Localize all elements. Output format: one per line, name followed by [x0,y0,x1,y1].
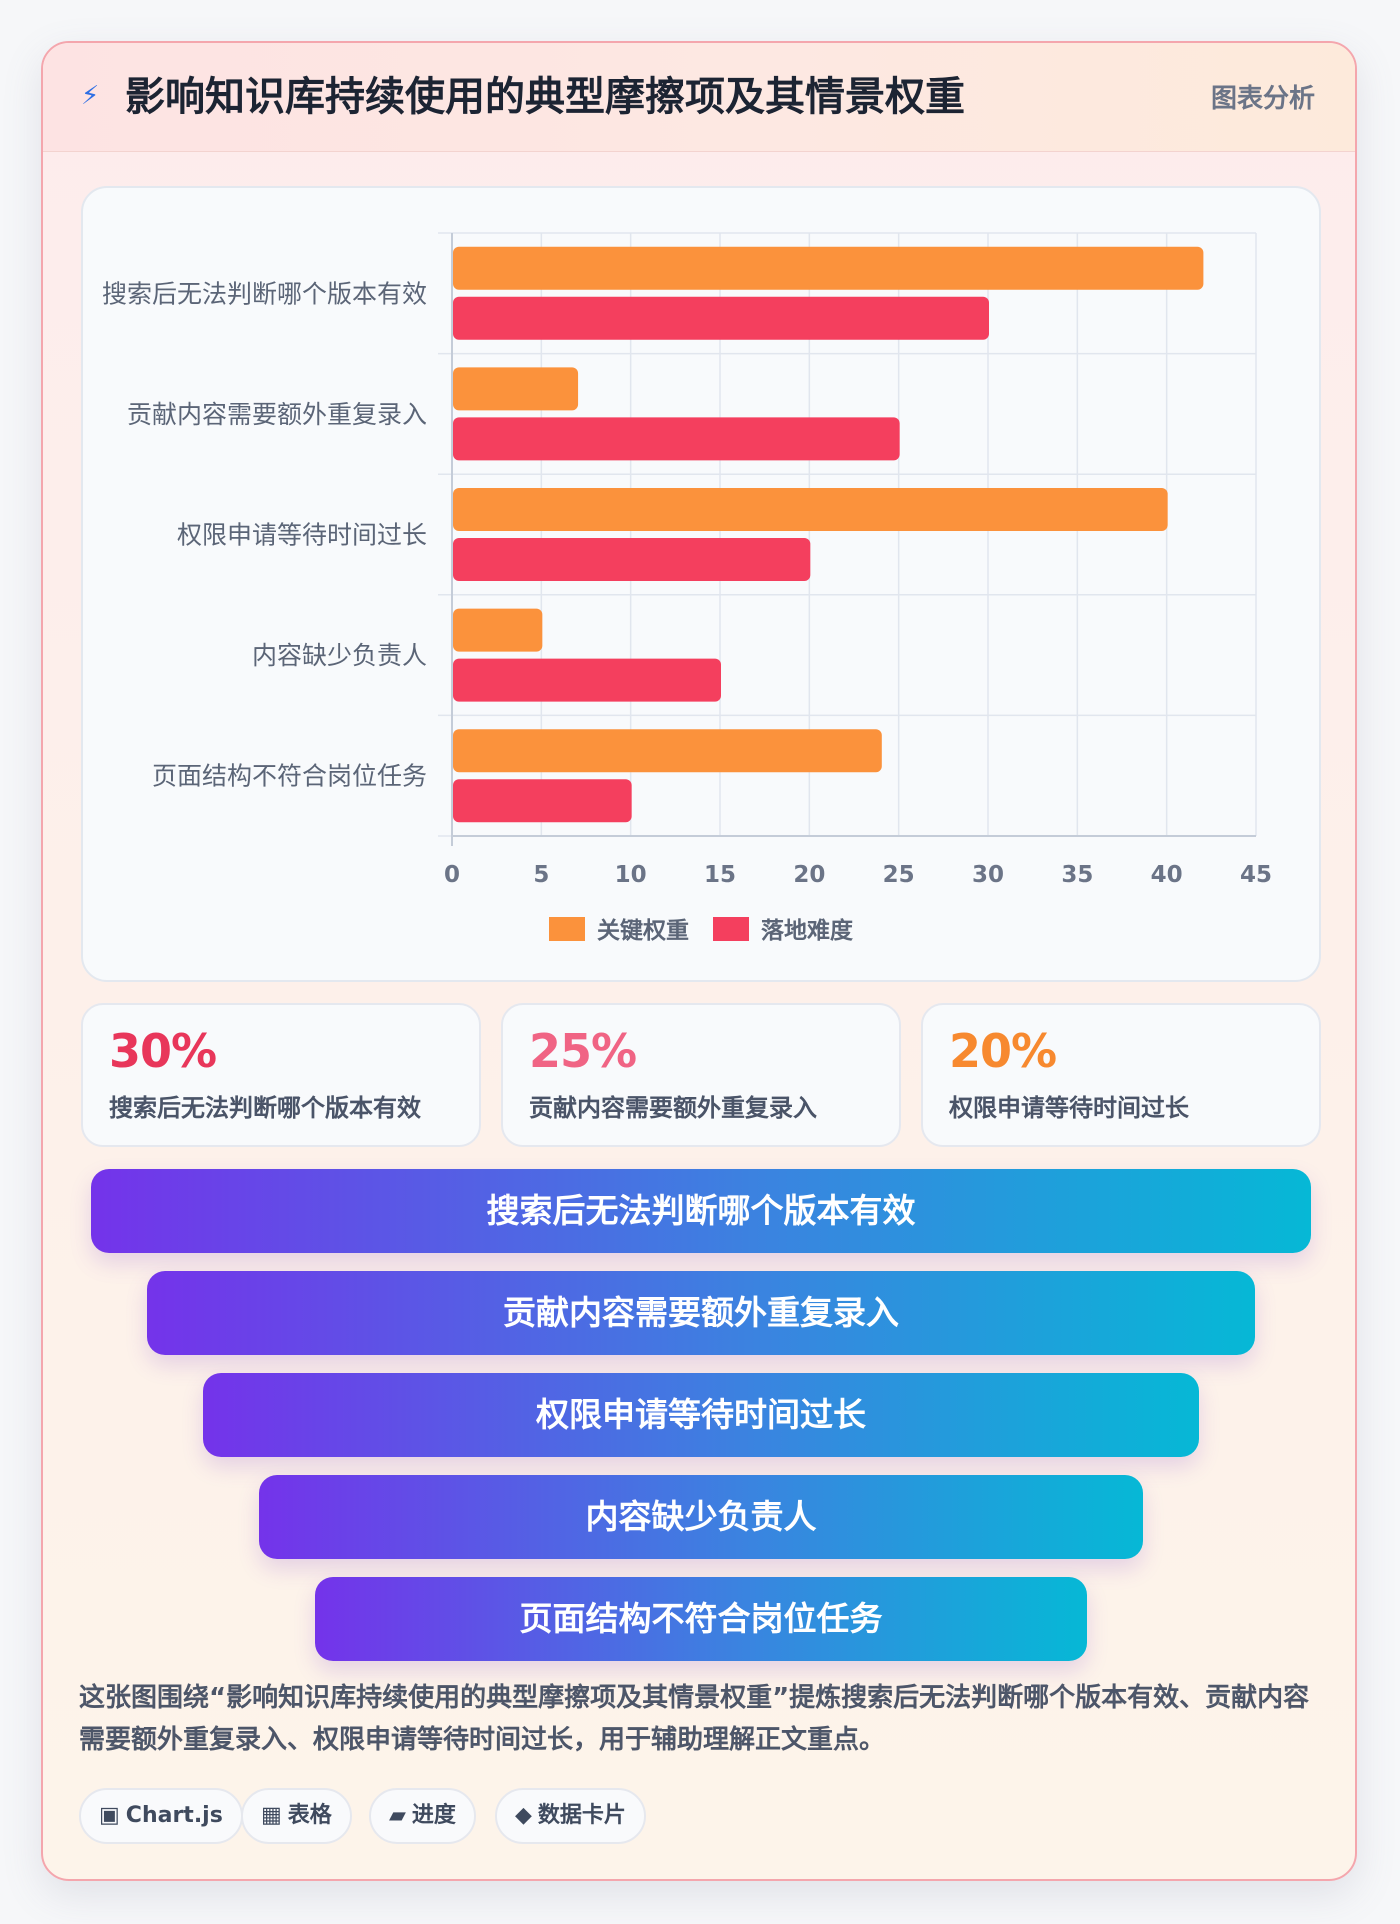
legend-swatch [549,917,585,941]
funnel-step: 权限申请等待时间过长 [203,1373,1199,1457]
x-tick-label: 0 [444,862,460,888]
category-label: 页面结构不符合岗位任务 [152,762,427,791]
lightning-icon: ⚡ [81,81,100,111]
card-header: ⚡ 影响知识库持续使用的典型摩擦项及其情景权重 图表分析 [43,43,1355,152]
tag-label: 表格 [287,1803,332,1828]
table-icon: ▦ [261,1803,282,1828]
page-title: 影响知识库持续使用的典型摩擦项及其情景权重 [125,74,965,120]
stat-label: 权限申请等待时间过长 [949,1094,1189,1122]
bar-difficulty [453,779,632,823]
bar-difficulty [453,658,721,702]
progress-icon: ▰ [389,1803,406,1828]
funnel-step: 页面结构不符合岗位任务 [315,1577,1087,1661]
tag-label: 进度 [411,1803,456,1828]
x-tick-label: 10 [615,862,647,888]
x-tick-label: 5 [533,862,549,888]
stat-value: 25% [529,1024,637,1078]
tag-label: 数据卡片 [537,1803,626,1828]
category-label: 权限申请等待时间过长 [177,521,427,550]
bar-key-weight [453,488,1168,531]
chart-type-badge: 图表分析 [1210,84,1315,114]
chart-description: 这张图围绕“影响知识库持续使用的典型摩擦项及其情景权重”提炼搜索后无法判断哪个版… [79,1683,1310,1755]
stat-cards: 30% 搜索后无法判断哪个版本有效 25% 贡献内容需要额外重复录入 20% 权… [81,1003,1321,1147]
stat-card: 20% 权限申请等待时间过长 [921,1003,1321,1147]
stat-label: 搜索后无法判断哪个版本有效 [109,1094,421,1122]
bar-difficulty [453,296,989,340]
x-tick-label: 40 [1151,862,1183,888]
x-tick-label: 25 [883,862,915,888]
bar-key-weight [453,367,579,411]
bar-difficulty [453,538,811,581]
legend-label: 落地难度 [761,917,854,944]
chart-card: ⚡ 影响知识库持续使用的典型摩擦项及其情景权重 图表分析 搜索后无法判断哪个版本… [41,41,1357,1881]
bar-chart: 搜索后无法判断哪个版本有效贡献内容需要额外重复录入权限申请等待时间过长内容缺少负… [102,232,1272,944]
tag-progress[interactable]: ▰ 进度 [369,1788,476,1844]
x-tick-label: 45 [1240,862,1272,888]
x-tick-label: 35 [1061,862,1093,888]
funnel-step: 贡献内容需要额外重复录入 [147,1271,1255,1355]
tag-chartjs[interactable]: ▣ Chart.js [79,1788,243,1844]
category-label: 内容缺少负责人 [252,641,427,670]
stat-card: 25% 贡献内容需要额外重复录入 [501,1003,901,1147]
bar-difficulty [453,417,900,461]
stat-label: 贡献内容需要额外重复录入 [529,1094,817,1122]
bar-key-weight [453,729,882,773]
tag-data-card[interactable]: ◆ 数据卡片 [495,1788,646,1844]
bar-key-weight [453,608,543,652]
category-label: 贡献内容需要额外重复录入 [127,400,427,429]
funnel-step: 搜索后无法判断哪个版本有效 [91,1169,1311,1253]
x-tick-label: 30 [972,862,1004,888]
legend-label: 关键权重 [597,917,689,944]
legend-swatch [713,917,749,941]
stat-card: 30% 搜索后无法判断哪个版本有效 [81,1003,481,1147]
bar-key-weight [453,246,1204,290]
diamond-icon: ◆ [515,1803,532,1828]
funnel-step: 内容缺少负责人 [259,1475,1143,1559]
x-tick-label: 20 [793,862,825,888]
chart-icon: ▣ [99,1803,120,1828]
stat-value: 30% [109,1024,217,1078]
stat-value: 20% [949,1024,1057,1078]
x-tick-label: 15 [704,862,736,888]
category-label: 搜索后无法判断哪个版本有效 [102,279,427,308]
tag-table[interactable]: ▦ 表格 [241,1788,352,1844]
tag-label: Chart.js [125,1803,223,1828]
chart-panel: 搜索后无法判断哪个版本有效贡献内容需要额外重复录入权限申请等待时间过长内容缺少负… [81,186,1321,982]
